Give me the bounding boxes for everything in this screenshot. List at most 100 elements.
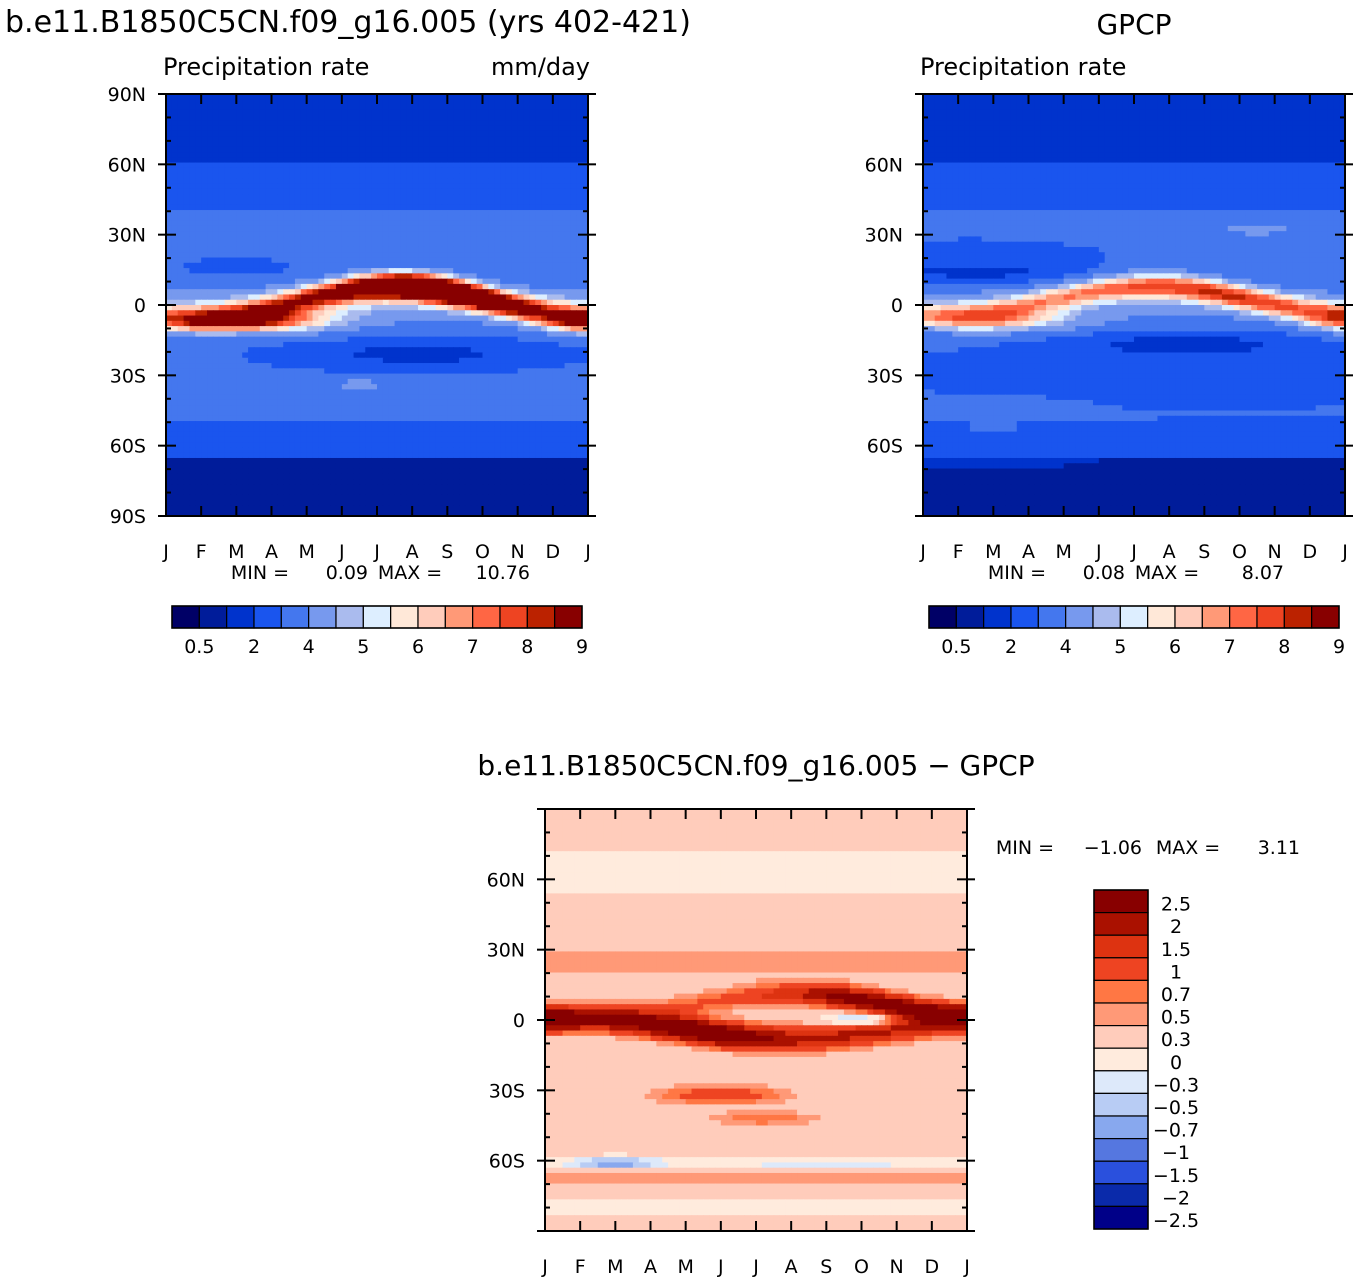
model-cell: [464, 305, 472, 311]
model-cell: [535, 373, 542, 380]
model-cell: [529, 426, 536, 433]
model-cell: [447, 210, 454, 216]
model-cell: [171, 421, 179, 427]
model-cell: [429, 363, 437, 369]
model-cell: [341, 199, 349, 206]
model-cell: [482, 378, 489, 385]
model-cell: [289, 231, 296, 238]
model-cell: [177, 99, 185, 106]
model-cell: [341, 178, 349, 185]
model-cell: [546, 347, 554, 354]
model-cell: [224, 320, 232, 327]
model-cell: [423, 357, 431, 364]
model-cell: [476, 442, 484, 449]
model-cell: [576, 136, 583, 143]
model-cell: [511, 447, 519, 454]
model-cell: [488, 315, 495, 322]
model-cell: [195, 210, 202, 216]
model-cell: [382, 204, 390, 211]
model-cell: [224, 115, 232, 121]
model-cell: [353, 109, 361, 116]
model-cell: [382, 294, 390, 301]
model-cell: [283, 368, 290, 375]
model-cell: [248, 241, 255, 248]
model-cell: [347, 283, 355, 290]
model-cell: [277, 241, 284, 248]
model-cell: [447, 410, 454, 417]
model-cell: [277, 289, 284, 296]
model-cell: [476, 389, 484, 396]
model-cell: [283, 378, 290, 385]
model-cell: [306, 326, 314, 332]
model-cell: [347, 452, 355, 459]
model-cell: [248, 436, 255, 443]
model-cell: [546, 220, 554, 227]
model-cell: [423, 315, 431, 322]
model-cell: [412, 125, 419, 132]
model-cell: [341, 167, 349, 174]
model-cell: [406, 426, 413, 433]
model-cell: [418, 384, 425, 391]
model-cell: [283, 357, 290, 364]
model-cell: [359, 294, 366, 301]
model-cell: [476, 294, 484, 301]
model-cell: [230, 415, 237, 422]
model-cell: [435, 94, 443, 100]
model-cell: [312, 146, 319, 153]
model-cell: [218, 252, 226, 259]
model-cell: [259, 252, 267, 259]
model-cell: [400, 215, 407, 222]
model-cell: [394, 188, 402, 195]
model-cell: [177, 405, 185, 412]
model-cell: [523, 431, 530, 438]
model-cell: [207, 283, 214, 290]
model-cell: [459, 426, 466, 433]
model-cell: [248, 225, 255, 232]
model-cell: [488, 389, 495, 396]
model-cell: [324, 152, 331, 158]
model-cell: [248, 146, 255, 153]
model-cell: [576, 326, 583, 332]
model-cell: [347, 204, 355, 211]
model-cell: [347, 241, 355, 248]
model-cell: [189, 141, 196, 148]
model-cell: [523, 336, 530, 343]
model-cell: [353, 431, 361, 438]
model-cell: [558, 415, 566, 422]
model-cell: [482, 352, 489, 359]
model-cell: [265, 426, 273, 433]
model-cell: [330, 94, 337, 100]
model-cell: [359, 452, 366, 459]
model-cell: [283, 115, 290, 121]
model-cell: [166, 215, 173, 222]
model-cell: [412, 415, 419, 422]
model-cell: [212, 278, 220, 285]
model-cell: [423, 336, 431, 343]
model-cell: [400, 178, 407, 185]
model-cell: [236, 273, 243, 280]
model-cell: [564, 436, 572, 443]
model-cell: [171, 368, 179, 375]
model-cell: [470, 305, 478, 311]
model-cell: [423, 157, 431, 164]
model-cell: [341, 336, 349, 343]
model-cell: [371, 204, 378, 211]
model-cell: [552, 436, 560, 443]
model-cell: [300, 225, 308, 232]
model-cell: [189, 326, 196, 332]
model-cell: [259, 289, 267, 296]
model-cell: [435, 167, 443, 174]
model-cell: [283, 399, 290, 406]
model-cell: [412, 278, 419, 285]
model-cell: [552, 141, 560, 148]
model-cell: [201, 326, 208, 332]
model-cell: [218, 231, 226, 238]
model-cell: [230, 183, 237, 190]
model-cell: [464, 157, 472, 164]
model-cell: [541, 173, 548, 180]
model-cell: [324, 246, 331, 253]
model-cell: [552, 136, 560, 143]
model-cell: [564, 384, 572, 391]
model-cell: [259, 320, 267, 327]
model-cell: [283, 210, 290, 216]
